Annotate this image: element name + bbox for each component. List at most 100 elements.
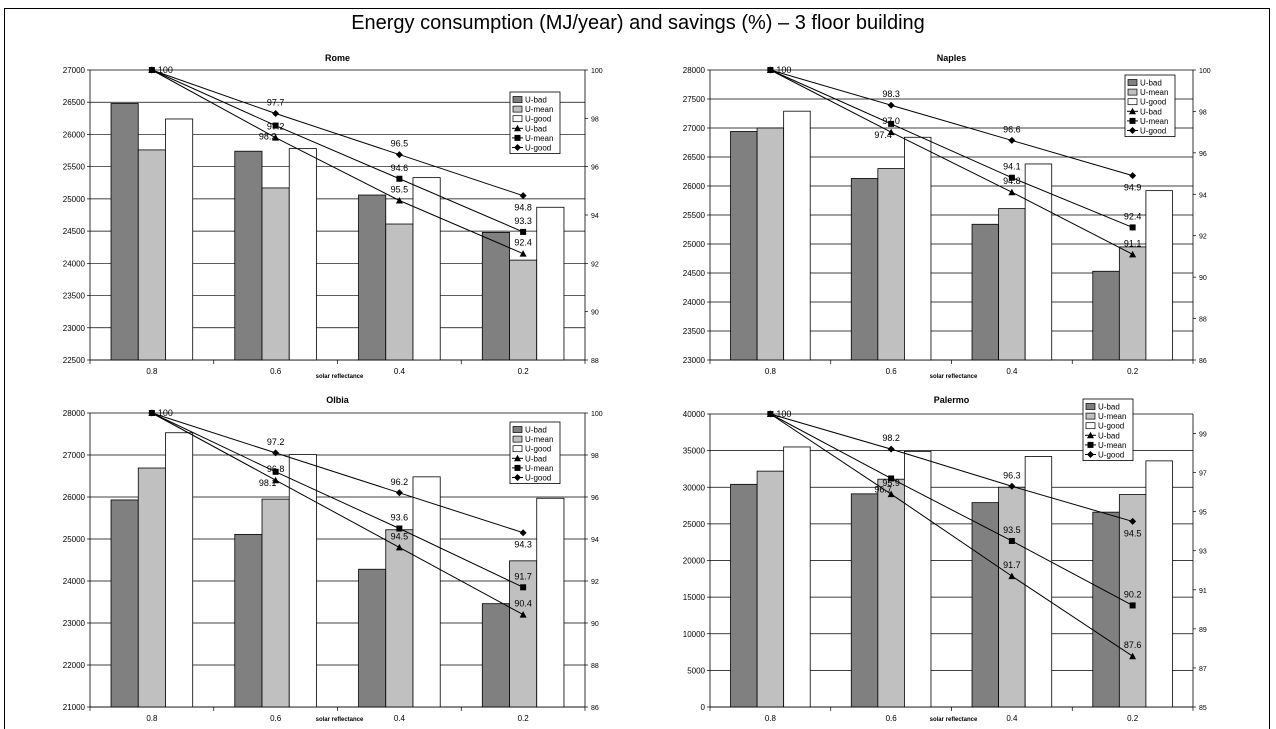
line-u-mean — [770, 70, 1132, 227]
data-label: 92.4 — [1124, 211, 1142, 221]
bar-u-good — [537, 498, 564, 707]
bar-u-good — [165, 433, 192, 707]
legend-swatch — [1128, 80, 1137, 86]
y2-tick-label: 98 — [591, 453, 599, 460]
point-u-bad — [1008, 189, 1015, 196]
y-tick-label: 23000 — [683, 356, 706, 365]
line-u-mean — [152, 70, 523, 232]
x-tick-label: 0.8 — [765, 714, 777, 723]
line-u-good — [770, 70, 1132, 176]
x-axis-label: solar reflectance — [930, 374, 978, 380]
legend-label: U-mean — [525, 105, 553, 114]
x-tick-label: 0.8 — [765, 367, 777, 376]
y-tick-label: 10000 — [683, 630, 706, 639]
data-label: 93.3 — [514, 216, 532, 226]
chart-title: Naples — [937, 53, 967, 63]
y2-tick-label: 88 — [1199, 317, 1207, 324]
point-u-mean — [520, 584, 526, 590]
data-label: 87.6 — [1124, 640, 1142, 650]
point-u-mean — [1130, 224, 1136, 230]
bar-u-good — [904, 137, 931, 360]
data-label: 100 — [158, 65, 173, 75]
legend-label: U-good — [1098, 422, 1124, 431]
bar-u-good — [904, 451, 931, 707]
bar-u-mean — [386, 530, 413, 707]
legend-label: U-bad — [1140, 79, 1162, 88]
bar-u-mean — [1119, 247, 1146, 360]
data-label: 94.9 — [1124, 183, 1142, 193]
bar-u-good — [289, 455, 316, 707]
legend-swatch — [1128, 89, 1137, 95]
bar-u-bad — [972, 503, 999, 707]
y2-tick-label: 95 — [1199, 510, 1207, 517]
legend-label: U-bad — [1098, 403, 1120, 412]
line-u-mean — [152, 413, 523, 587]
legend-label: U-bad — [525, 124, 547, 133]
data-label: 94.5 — [1124, 528, 1142, 538]
legend-swatch — [1086, 423, 1095, 429]
data-label: 97.4 — [874, 130, 892, 140]
legend-label: U-bad — [525, 454, 547, 463]
legend-label: U-good — [525, 144, 551, 153]
x-tick-label: 0.2 — [518, 714, 530, 723]
y-tick-label: 25500 — [63, 163, 86, 172]
data-label: 97.0 — [882, 116, 900, 126]
y-tick-label: 25000 — [683, 520, 706, 529]
legend-label: U-good — [525, 115, 551, 124]
y2-tick-label: 92 — [1199, 234, 1207, 241]
y-tick-label: 24000 — [683, 298, 706, 307]
point-u-good — [1129, 172, 1136, 179]
y2-tick-label: 98 — [591, 116, 599, 123]
y2-tick-label: 89 — [1199, 627, 1207, 634]
legend-label: U-mean — [1098, 412, 1126, 421]
bar-u-bad — [111, 500, 138, 707]
y2-tick-label: 90 — [591, 310, 599, 317]
data-label: 94.5 — [391, 531, 409, 541]
legend-swatch — [1128, 99, 1137, 105]
y-tick-label: 23000 — [63, 619, 86, 628]
y2-tick-label: 93 — [1199, 549, 1207, 556]
y-tick-label: 24500 — [63, 227, 86, 236]
chart-title: Rome — [325, 53, 350, 63]
y-tick-label: 23500 — [683, 327, 706, 336]
chart-title: Olbia — [326, 395, 349, 405]
bar-u-bad — [851, 178, 878, 360]
bar-u-mean — [757, 471, 784, 707]
data-label: 94.8 — [1003, 176, 1021, 186]
legend-swatch — [513, 427, 522, 433]
bar-u-bad — [1093, 271, 1120, 360]
y2-tick-label: 85 — [1199, 705, 1207, 712]
bar-u-bad — [482, 232, 509, 360]
legend-swatch — [513, 116, 522, 122]
y2-tick-label: 98 — [1199, 109, 1207, 116]
y-tick-label: 27000 — [683, 124, 706, 133]
data-label: 91.7 — [514, 571, 532, 581]
data-label: 90.2 — [1124, 589, 1142, 599]
y-tick-label: 0 — [701, 703, 706, 712]
bar-u-bad — [1093, 512, 1120, 707]
y-tick-label: 21000 — [63, 703, 86, 712]
point-u-good — [888, 102, 895, 109]
data-label: 93.5 — [1003, 525, 1021, 535]
legend-marker — [515, 465, 521, 471]
bar-u-mean — [757, 128, 784, 360]
legend-label: U-good — [1098, 451, 1124, 460]
data-label: 97.7 — [267, 98, 285, 108]
bar-u-mean — [999, 209, 1026, 360]
bar-u-bad — [235, 151, 262, 360]
y2-tick-label: 92 — [591, 579, 599, 586]
bar-u-bad — [972, 224, 999, 360]
line-u-bad — [770, 70, 1132, 254]
y-tick-label: 26000 — [683, 182, 706, 191]
bar-u-mean — [262, 188, 289, 360]
line-u-good — [770, 414, 1132, 521]
y2-tick-label: 97 — [1199, 471, 1207, 478]
data-label: 91.1 — [1124, 238, 1142, 248]
y-tick-label: 26000 — [63, 493, 86, 502]
point-u-good — [1008, 137, 1015, 144]
y-tick-label: 25000 — [63, 195, 86, 204]
bar-u-good — [1146, 191, 1173, 360]
data-label: 91.7 — [1003, 560, 1021, 570]
